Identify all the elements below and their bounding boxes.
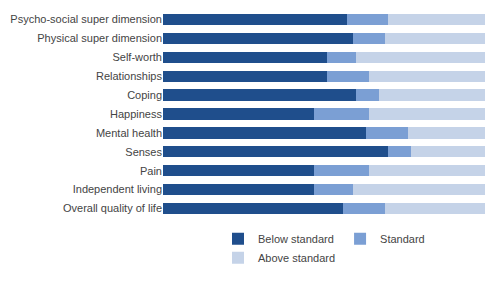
svg-text:Senses: Senses	[125, 146, 162, 158]
svg-text:Standard: Standard	[380, 233, 425, 245]
svg-text:Independent living: Independent living	[73, 183, 162, 195]
svg-text:Coping: Coping	[127, 89, 162, 101]
svg-text:Relationships: Relationships	[96, 70, 163, 82]
svg-text:Above standard: Above standard	[258, 252, 335, 264]
svg-text:Overall quality of life: Overall quality of life	[63, 202, 162, 214]
svg-text:Below standard: Below standard	[258, 233, 334, 245]
svg-text:Happiness: Happiness	[110, 108, 162, 120]
svg-text:Psycho-social super dimension: Psycho-social super dimension	[10, 13, 162, 25]
svg-text:Pain: Pain	[140, 165, 162, 177]
svg-text:Mental health: Mental health	[96, 127, 162, 139]
svg-text:Self-worth: Self-worth	[112, 51, 162, 63]
svg-text:Physical super dimension: Physical super dimension	[37, 32, 162, 44]
